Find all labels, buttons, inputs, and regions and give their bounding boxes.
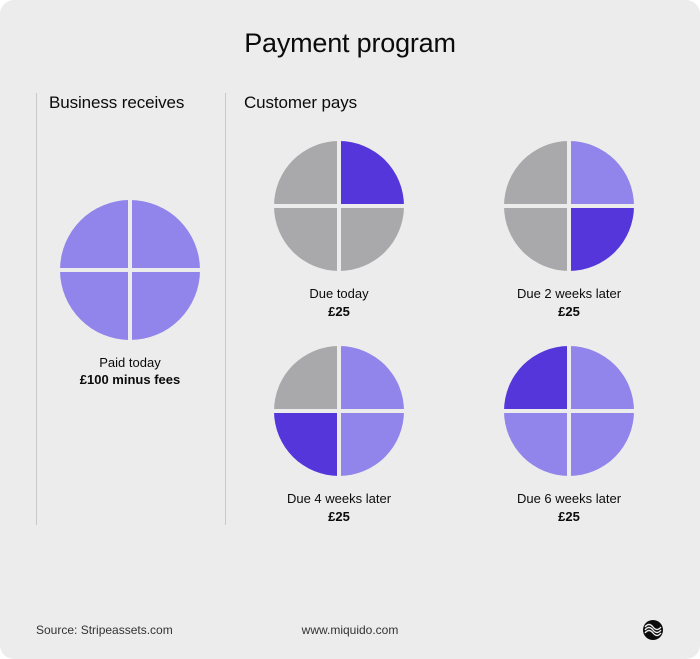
- business-pie-chart: [60, 200, 200, 340]
- column-business: Business receives Paid today £100 minus …: [36, 93, 211, 525]
- footer-source: Source: Stripeassets.com: [36, 623, 173, 637]
- column-heading-business: Business receives: [49, 93, 211, 113]
- column-heading-customer: Customer pays: [244, 93, 664, 113]
- page-title: Payment program: [36, 28, 664, 59]
- columns: Business receives Paid today £100 minus …: [36, 93, 664, 525]
- caption-line: Due 4 weeks later: [287, 490, 391, 508]
- caption-line: Due 6 weeks later: [517, 490, 621, 508]
- caption-amount: £25: [287, 508, 391, 526]
- customer-caption: Due 2 weeks later £25: [517, 285, 621, 320]
- customer-pie-chart: [274, 141, 404, 271]
- miquido-logo-icon: [642, 619, 664, 641]
- footer-site: www.miquido.com: [302, 623, 399, 637]
- business-pie-block: Paid today £100 minus fees: [60, 200, 200, 389]
- customer-caption: Due today £25: [309, 285, 368, 320]
- customer-pie-block: Due today £25: [244, 141, 434, 320]
- customer-caption: Due 6 weeks later £25: [517, 490, 621, 525]
- customer-pie-block: Due 4 weeks later £25: [244, 346, 434, 525]
- customer-grid: Due today £25 Due 2 weeks later £25 Due …: [244, 123, 664, 525]
- customer-pie-chart: [504, 346, 634, 476]
- caption-amount: £25: [517, 508, 621, 526]
- caption-amount: £25: [517, 303, 621, 321]
- caption-amount: £100 minus fees: [80, 371, 180, 389]
- infographic-card: Payment program Business receives Paid t…: [0, 0, 700, 659]
- customer-pie-block: Due 6 weeks later £25: [474, 346, 664, 525]
- customer-caption: Due 4 weeks later £25: [287, 490, 391, 525]
- caption-amount: £25: [309, 303, 368, 321]
- caption-line: Due today: [309, 285, 368, 303]
- customer-pie-block: Due 2 weeks later £25: [474, 141, 664, 320]
- business-content: Paid today £100 minus fees: [49, 123, 211, 525]
- caption-line: Due 2 weeks later: [517, 285, 621, 303]
- business-caption: Paid today £100 minus fees: [80, 354, 180, 389]
- customer-pie-chart: [504, 141, 634, 271]
- customer-pie-chart: [274, 346, 404, 476]
- column-customer: Customer pays Due today £25 Due 2 weeks …: [225, 93, 664, 525]
- caption-line: Paid today: [80, 354, 180, 372]
- footer: Source: Stripeassets.com www.miquido.com: [36, 619, 664, 641]
